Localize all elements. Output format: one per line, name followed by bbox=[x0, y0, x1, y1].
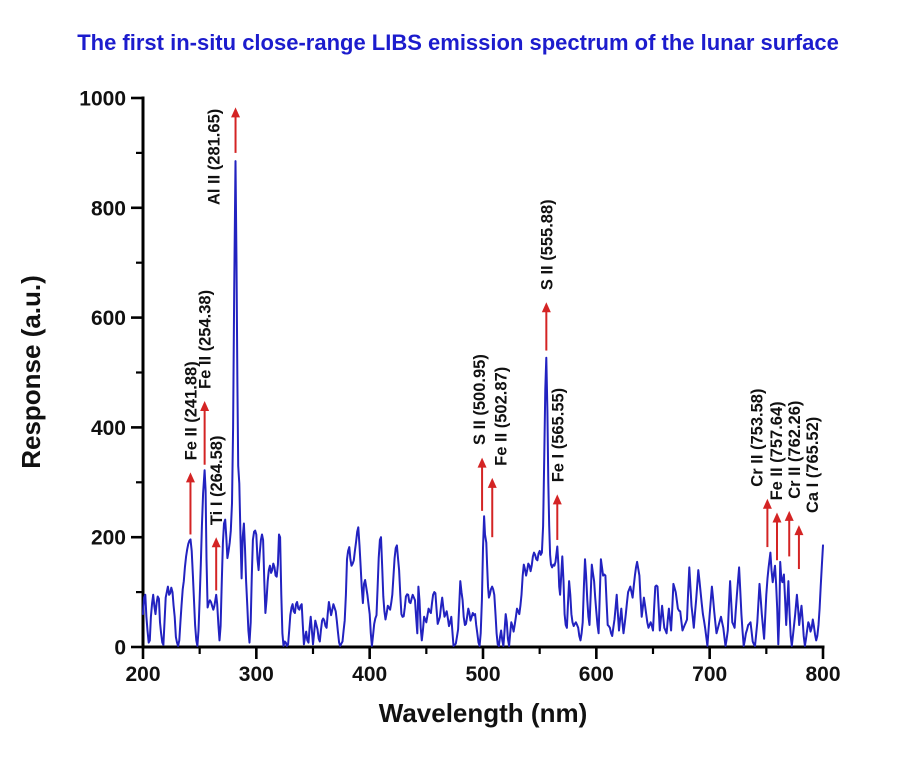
annotation-arrowhead-icon bbox=[552, 494, 562, 505]
peak-label: Ca I (765.52) bbox=[804, 417, 822, 513]
peak-label: Fe II (241.88) bbox=[182, 361, 200, 460]
x-tick-label: 200 bbox=[125, 663, 160, 686]
y-tick-label: 0 bbox=[114, 637, 126, 660]
y-tick-label: 1000 bbox=[79, 88, 126, 111]
annotation-arrowhead-icon bbox=[784, 510, 794, 521]
peak-label: Cr II (762.26) bbox=[786, 401, 804, 499]
annotation-arrowhead-icon bbox=[772, 512, 782, 523]
peak-label: Fe II (254.38) bbox=[197, 290, 215, 389]
peak-annotation: Al II (281.65) bbox=[206, 107, 241, 205]
figure-title: The first in-situ close-range LIBS emiss… bbox=[77, 30, 839, 55]
y-tick-label: 800 bbox=[91, 197, 126, 220]
peak-label: Cr II (753.58) bbox=[748, 389, 766, 487]
spectrum-line bbox=[142, 160, 824, 647]
axes: 200 300 400 500 600 700 800 0 200 400 600 800 1000 bbox=[79, 88, 840, 687]
peak-annotation: Fe II (254.38) bbox=[197, 290, 215, 465]
annotation-arrowhead-icon bbox=[477, 457, 487, 468]
peak-annotation: Cr II (753.58) bbox=[748, 389, 772, 548]
y-tick-label: 200 bbox=[91, 527, 126, 550]
peak-annotations: Fe II (241.88)Fe II (254.38) Ti I (264.58… bbox=[182, 107, 822, 591]
peak-annotation: Fe II (757.64) bbox=[768, 401, 786, 561]
annotation-arrowhead-icon bbox=[185, 472, 195, 483]
x-tick-label: 500 bbox=[465, 663, 500, 686]
peak-label: Ti I (264.58) bbox=[208, 436, 226, 526]
peak-label: Fe II (757.64) bbox=[768, 401, 786, 500]
peak-label: S II (500.95) bbox=[471, 354, 489, 445]
spectrum-line-group bbox=[142, 160, 824, 647]
axis-lines bbox=[141, 96, 825, 649]
peak-label: S II (555.88) bbox=[538, 199, 556, 290]
y-tick-label: 400 bbox=[91, 417, 126, 440]
annotation-arrowhead-icon bbox=[794, 525, 804, 536]
peak-label: Al II (281.65) bbox=[206, 109, 224, 205]
x-tick-label: 800 bbox=[805, 663, 840, 686]
peak-annotation: Cr II (762.26) bbox=[784, 401, 804, 557]
annotation-arrowhead-icon bbox=[541, 302, 551, 313]
y-tick-label: 600 bbox=[91, 307, 126, 330]
annotation-arrowhead-icon bbox=[762, 498, 772, 509]
annotation-arrowhead-icon bbox=[487, 477, 497, 488]
x-tick-label: 300 bbox=[239, 663, 274, 686]
x-tick-label: 400 bbox=[352, 663, 387, 686]
annotation-arrowhead-icon bbox=[200, 401, 210, 412]
x-axis-title: Wavelength (nm) bbox=[379, 698, 587, 728]
peak-label: Fe I (565.55) bbox=[549, 388, 567, 482]
peak-annotation: Ti I (264.58) bbox=[208, 436, 226, 591]
x-tick-label: 700 bbox=[692, 663, 727, 686]
peak-annotation: Ca I (765.52) bbox=[794, 417, 822, 570]
x-tick-label: 600 bbox=[579, 663, 614, 686]
peak-annotation: S II (500.95) bbox=[471, 354, 489, 511]
peak-annotation: S II (555.88) bbox=[538, 199, 556, 351]
y-axis-title: Response (a.u.) bbox=[16, 275, 46, 469]
peak-label: Fe II (502.87) bbox=[492, 367, 510, 466]
annotation-arrowhead-icon bbox=[211, 537, 221, 548]
annotation-arrowhead-icon bbox=[231, 107, 241, 118]
peak-annotation: Fe II (502.87) bbox=[487, 367, 510, 538]
peak-annotation: Fe I (565.55) bbox=[549, 388, 567, 540]
peak-annotation: Fe II (241.88) bbox=[182, 361, 200, 535]
